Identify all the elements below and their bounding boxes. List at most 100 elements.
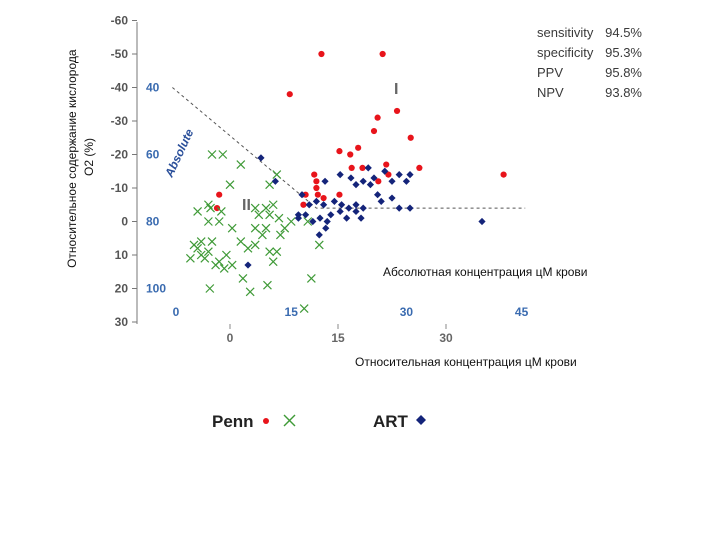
art-blue-point (244, 261, 252, 269)
penn-green-x-point (261, 223, 271, 233)
penn-red-point (336, 191, 343, 198)
art-blue-point (395, 204, 403, 212)
y-tick-label: -10 (111, 181, 129, 195)
x-stroke (272, 170, 282, 180)
art-blue-point (327, 211, 335, 219)
art-blue-point (298, 191, 306, 199)
art-blue-point (316, 214, 324, 222)
penn-red-point (379, 50, 386, 58)
art-blue-point (315, 231, 323, 239)
x-stroke (261, 203, 271, 213)
x-stroke (265, 210, 275, 220)
art-blue-point (395, 171, 403, 179)
legend-penn-green-x (283, 414, 296, 427)
penn-red-point (416, 164, 423, 171)
x-stroke (263, 280, 272, 290)
penn-green-x-point (207, 150, 217, 159)
penn-red-point (500, 171, 507, 178)
y-tick-label: -20 (111, 148, 129, 162)
absolute-left-tick-label: 60 (146, 148, 160, 162)
legend-art-blue-diamond (416, 415, 426, 425)
penn-green-x-point (193, 207, 203, 216)
penn-green-x-point (306, 274, 316, 283)
legend-art-label: ART (373, 412, 409, 431)
art-blue-point (257, 154, 265, 162)
x-stroke (207, 150, 217, 159)
art-blue-point (478, 217, 486, 226)
penn-red-point (375, 178, 382, 185)
art-blue-point (312, 197, 320, 205)
x-stroke (221, 250, 231, 260)
penn-green-x-point (185, 253, 195, 263)
y-axis-label-line-2: O2 (%) (82, 138, 96, 176)
penn-green-x-point (238, 274, 248, 283)
art-blue-point (359, 204, 367, 212)
penn-green-x-point (265, 180, 275, 190)
penn-green-x-point (245, 287, 255, 297)
art-blue-point (322, 224, 330, 232)
x-stroke (250, 203, 260, 213)
penn-red-point (216, 191, 223, 198)
x-tick-label: 15 (331, 331, 345, 345)
art-blue-point (402, 177, 410, 185)
stat-label: specificity (537, 45, 594, 60)
x-stroke (306, 274, 316, 283)
penn-green-x-point (286, 217, 296, 226)
x-tick-label: 30 (439, 331, 453, 345)
penn-green-x-point (263, 280, 272, 290)
stat-label: sensitivity (537, 25, 594, 40)
art-blue-point (377, 197, 385, 205)
stat-value: 94.5% (605, 25, 642, 40)
x-stroke (257, 230, 267, 240)
absolute-left-tick-label: 80 (146, 215, 160, 229)
inner-annotation: Абсолютная концентрация цМ крови (383, 265, 588, 279)
legend-penn-red-dot (263, 418, 269, 424)
penn-red-point (213, 205, 221, 212)
x-stroke (193, 243, 203, 253)
art-blue-point (343, 214, 351, 222)
art-blue-point (352, 201, 360, 209)
penn-green-x-point (265, 247, 275, 257)
x-stroke (268, 200, 278, 210)
penn-green-x-point (274, 213, 284, 223)
art-blue-point (406, 171, 414, 179)
art-blue-point (370, 174, 378, 182)
penn-red-point (286, 91, 293, 98)
penn-green-x-point (272, 170, 282, 180)
penn-red-point (336, 148, 343, 155)
y-tick-label: -30 (111, 114, 129, 128)
penn-red-point (348, 164, 355, 171)
x-stroke (236, 160, 246, 169)
art-blue-point (366, 181, 374, 189)
penn-green-x-point (254, 210, 264, 220)
penn-green-x-point (236, 160, 246, 169)
penn-green-x-point (218, 150, 228, 159)
absolute-bottom-tick-label: 15 (285, 305, 299, 319)
penn-red-point (320, 194, 327, 202)
x-stroke (203, 217, 213, 226)
y-axis-label: Относительное содержание кислорода O2 (%… (65, 46, 96, 268)
y-tick-label: 20 (115, 282, 129, 296)
penn-red-point (347, 151, 354, 158)
region-label-i: I (394, 81, 398, 98)
legend-penn-label: Penn (212, 412, 254, 431)
penn-green-x-point (205, 284, 215, 293)
penn-green-x-point (227, 223, 237, 233)
penn-green-x-point (203, 247, 213, 257)
x-stroke (205, 284, 215, 293)
penn-green-x-point (216, 207, 226, 216)
penn-green-x-point (272, 247, 282, 257)
x-stroke (250, 223, 260, 233)
art-blue-point (352, 181, 360, 189)
x-stroke (185, 253, 195, 263)
penn-green-x-point (227, 260, 237, 270)
x-stroke (225, 180, 235, 190)
y-tick-label: -50 (111, 47, 129, 61)
penn-green-x-point (214, 257, 224, 267)
stat-label: PPV (537, 65, 563, 80)
penn-red-point (314, 191, 321, 198)
x-stroke (254, 210, 264, 220)
absolute-left-tick-label: 100 (146, 282, 166, 296)
y-tick-label: 10 (115, 248, 129, 262)
art-blue-point (302, 211, 310, 219)
